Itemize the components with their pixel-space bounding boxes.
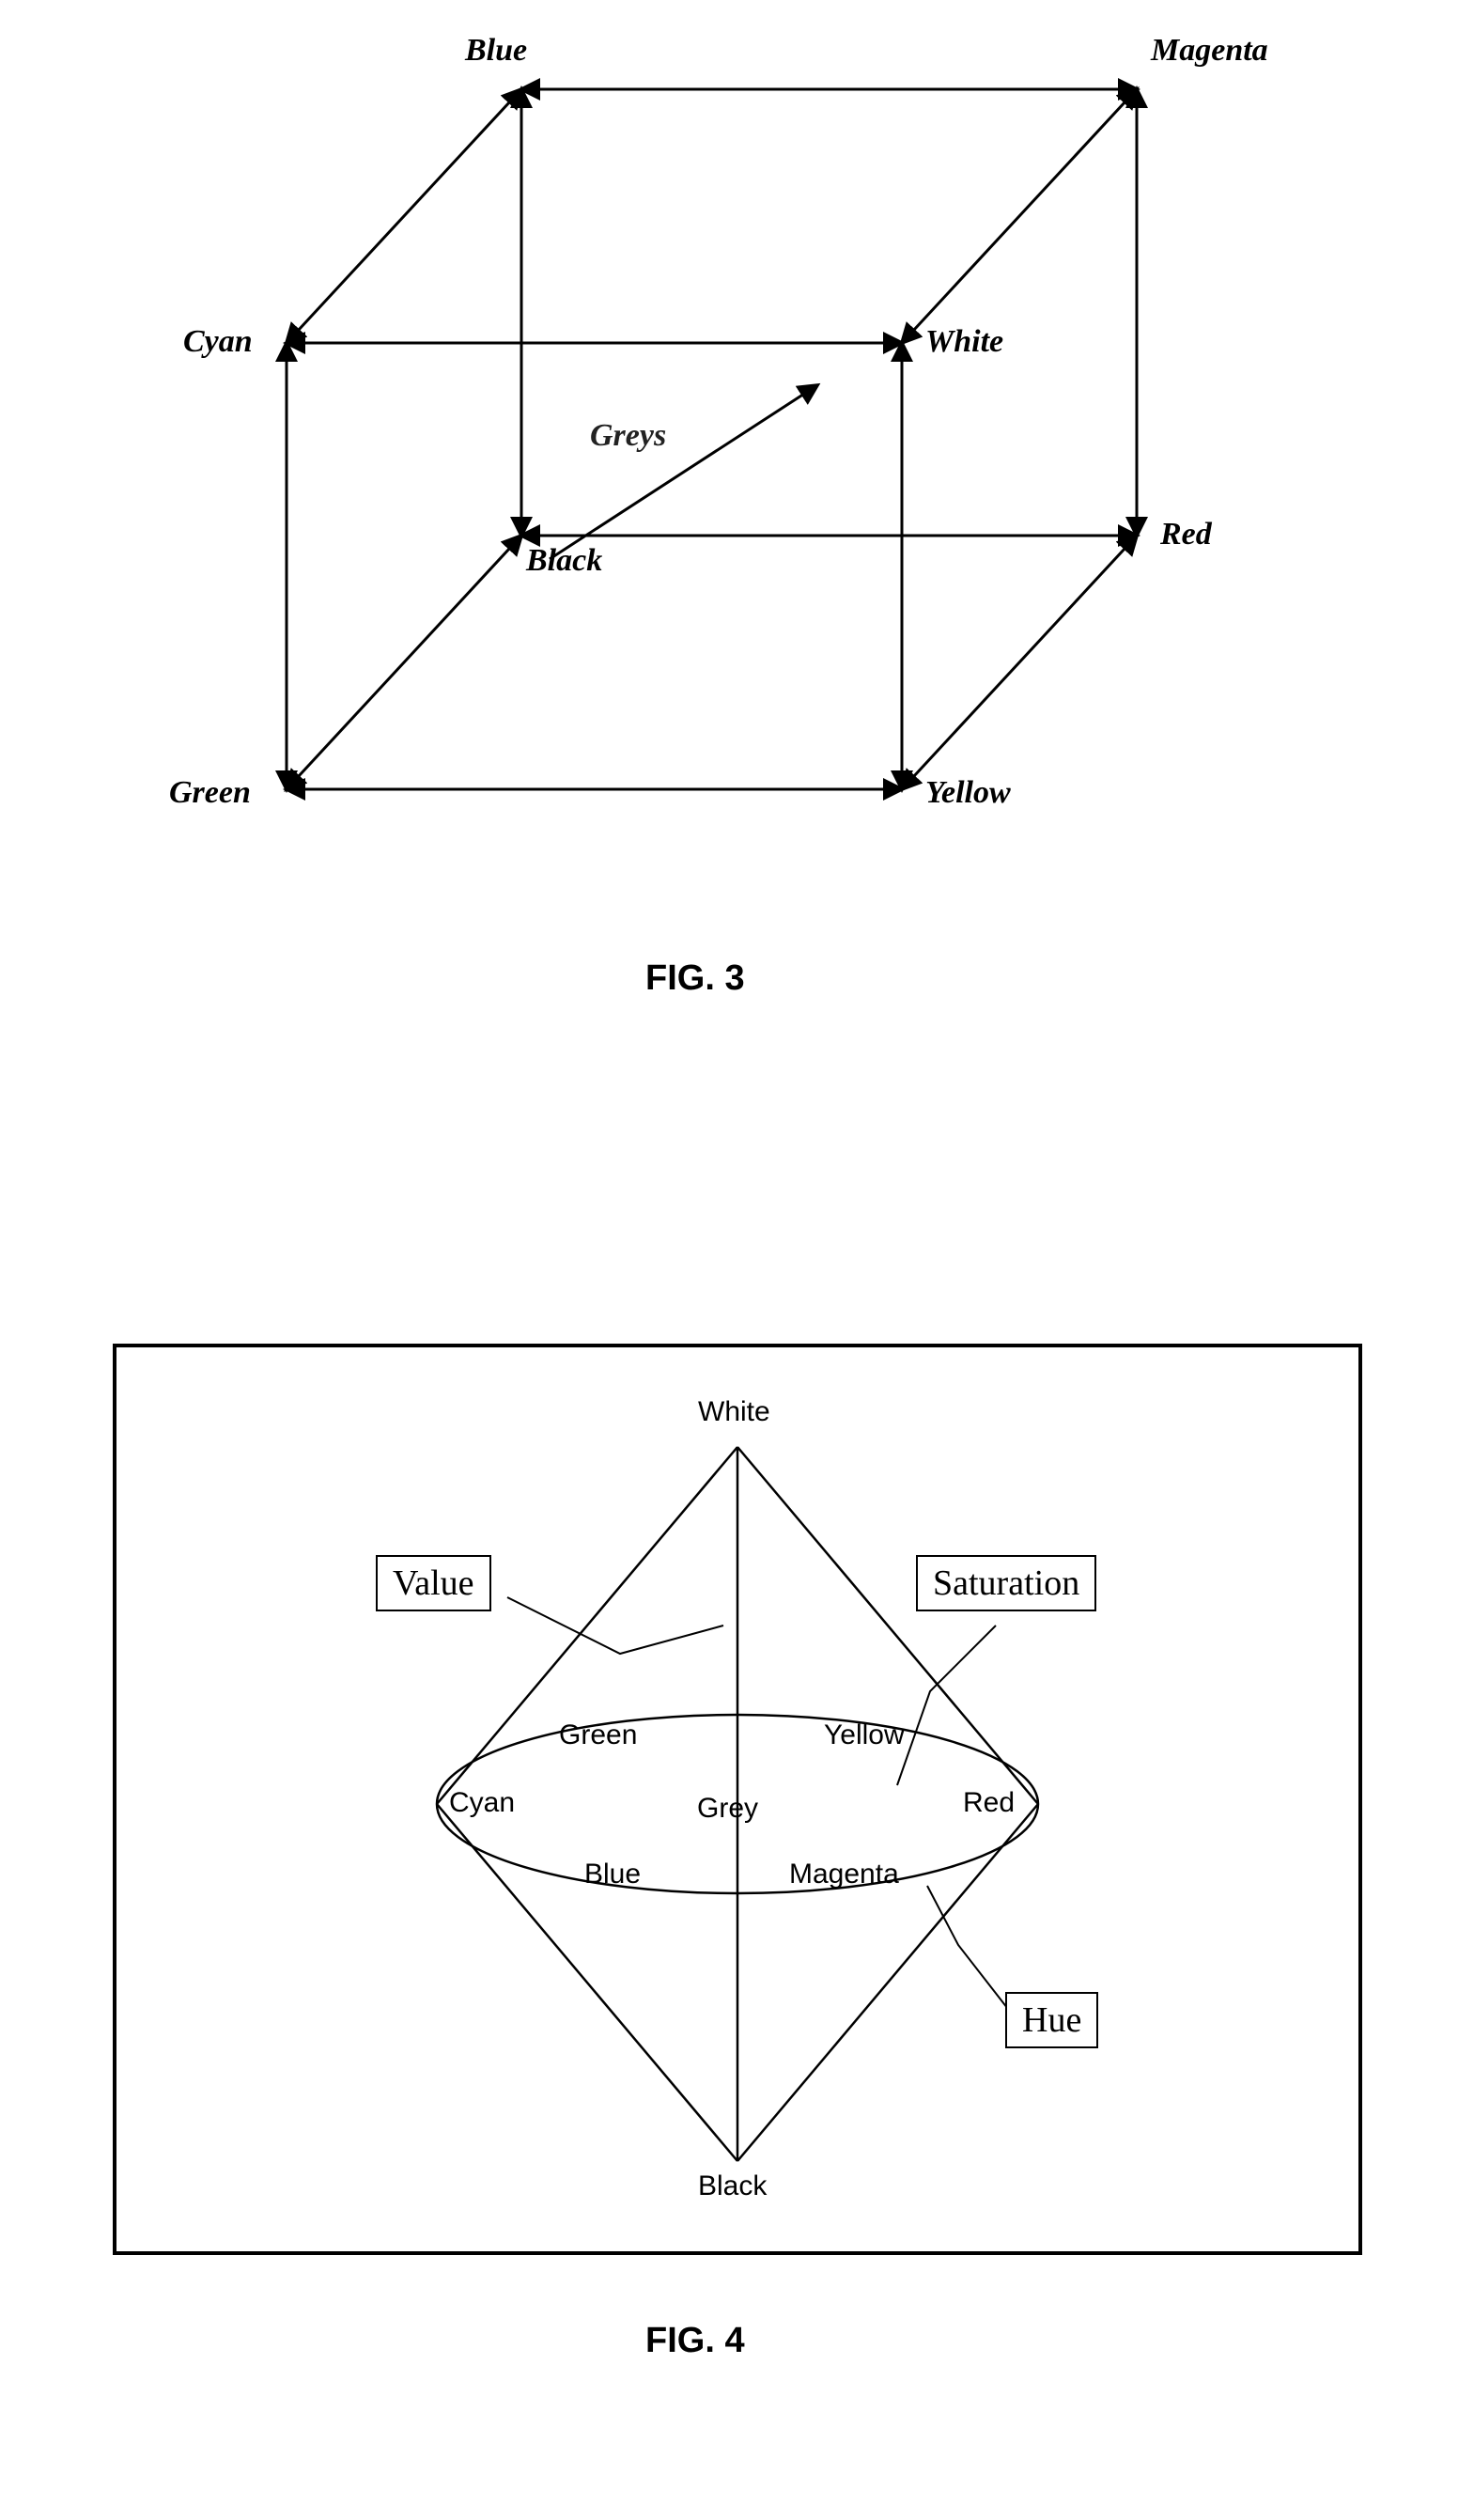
label-red-bicone: Red	[963, 1787, 1015, 1819]
figure-4-caption: FIG. 4	[645, 2321, 745, 2361]
label-yellow: Yellow	[925, 775, 1011, 811]
label-saturation-box: Saturation	[916, 1555, 1096, 1611]
label-black-bicone: Black	[698, 2170, 767, 2202]
label-white-bicone: White	[698, 1396, 770, 1428]
label-cyan-bicone: Cyan	[449, 1787, 515, 1819]
color-cube-svg	[0, 0, 1474, 1015]
label-greys: Greys	[590, 418, 666, 454]
label-hue-box: Hue	[1005, 1992, 1098, 2048]
figure-3: Blue Magenta Cyan White Greys Black Red …	[0, 0, 1474, 1015]
label-grey-bicone: Grey	[697, 1793, 758, 1825]
label-blue: Blue	[465, 33, 527, 69]
label-red: Red	[1160, 517, 1212, 552]
label-black: Black	[526, 543, 602, 579]
label-cyan: Cyan	[183, 324, 253, 360]
label-magenta-bicone: Magenta	[789, 1859, 899, 1890]
label-white: White	[925, 324, 1003, 360]
figure-3-caption: FIG. 3	[645, 958, 745, 999]
label-magenta: Magenta	[1151, 33, 1268, 69]
label-green-bicone: Green	[559, 1719, 637, 1751]
label-green: Green	[169, 775, 251, 811]
page: Blue Magenta Cyan White Greys Black Red …	[0, 0, 1474, 2520]
label-value-box: Value	[376, 1555, 491, 1611]
figure-4: White Black Green Yellow Cyan Grey Red B…	[113, 1344, 1362, 2255]
label-blue-bicone: Blue	[584, 1859, 641, 1890]
label-yellow-bicone: Yellow	[824, 1719, 905, 1751]
